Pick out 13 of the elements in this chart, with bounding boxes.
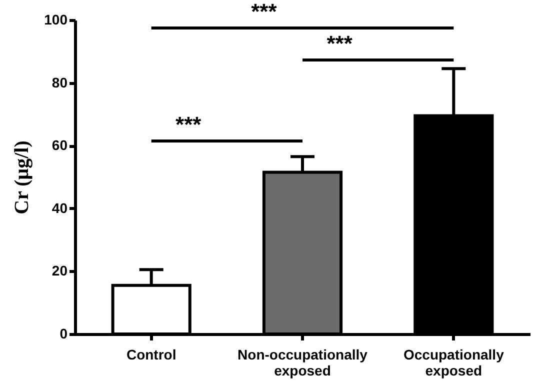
annotation: ***: [251, 0, 278, 24]
y-tick-label: 40: [52, 200, 68, 216]
y-tick-label: 100: [44, 12, 68, 28]
annotation: ***: [326, 31, 353, 56]
y-tick-label: 20: [52, 262, 68, 279]
y-tick-label: 0: [60, 326, 68, 342]
x-tick-label: Occupationally exposed: [403, 346, 504, 378]
x-tick-label: Control: [126, 346, 176, 362]
y-tick-label: 60: [52, 137, 68, 154]
annotation: ***: [176, 112, 202, 137]
y-axis-title: Cr (μg/l): [11, 140, 34, 214]
y-tick-label: 80: [52, 74, 68, 90]
x-tick-label: Non-occupationally exposed: [238, 346, 368, 378]
